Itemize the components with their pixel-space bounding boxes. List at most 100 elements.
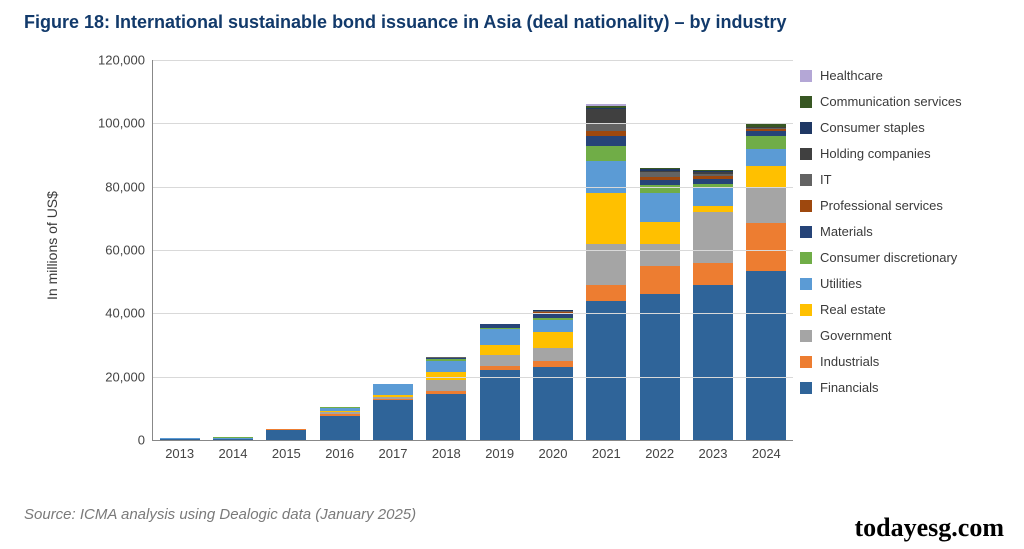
legend-label: Communication services [820, 94, 962, 109]
bar-segment-holding_companies [586, 109, 626, 123]
bar-segment-government [746, 188, 786, 223]
x-tick-label: 2021 [592, 440, 621, 461]
bar-segment-real_estate [480, 345, 520, 355]
bar-segment-financials [480, 370, 520, 440]
x-tick-label: 2014 [219, 440, 248, 461]
y-tick-label: 40,000 [85, 306, 153, 321]
x-tick-label: 2020 [539, 440, 568, 461]
legend-item-real_estate: Real estate [800, 302, 1000, 317]
legend-item-government: Government [800, 328, 1000, 343]
source-note: Source: ICMA analysis using Dealogic dat… [24, 506, 416, 523]
bar-segment-consumer_discretionary [586, 146, 626, 162]
legend-item-holding_companies: Holding companies [800, 146, 1000, 161]
legend-item-consumer_discretionary: Consumer discretionary [800, 250, 1000, 265]
bar-segment-financials [693, 285, 733, 440]
chart-plot-area: 020,00040,00060,00080,000100,000120,0002… [152, 60, 793, 441]
legend-label: Industrials [820, 354, 879, 369]
legend-swatch [800, 200, 812, 212]
grid-line [153, 250, 793, 251]
chart-container: In millions of US$ 020,00040,00060,00080… [40, 50, 1000, 480]
bar-segment-real_estate [586, 193, 626, 244]
legend-label: Financials [820, 380, 879, 395]
legend-label: Materials [820, 224, 873, 239]
bar-segment-industrials [586, 285, 626, 301]
y-tick-label: 60,000 [85, 243, 153, 258]
bar-group [533, 310, 573, 440]
bar-group [373, 384, 413, 440]
y-tick-label: 20,000 [85, 369, 153, 384]
bar-segment-materials [586, 136, 626, 146]
grid-line [153, 377, 793, 378]
legend-label: Professional services [820, 198, 943, 213]
legend-swatch [800, 148, 812, 160]
watermark: todayesg.com [855, 513, 1004, 543]
bar-segment-utilities [426, 361, 466, 372]
legend-swatch [800, 356, 812, 368]
legend-swatch [800, 330, 812, 342]
bar-group [480, 324, 520, 440]
bar-group [746, 123, 786, 440]
legend-label: Consumer discretionary [820, 250, 957, 265]
bar-segment-financials [266, 430, 306, 440]
bar-segment-utilities [533, 320, 573, 333]
legend-label: Real estate [820, 302, 886, 317]
legend-item-financials: Financials [800, 380, 1000, 395]
bar-segment-government [533, 348, 573, 361]
legend-swatch [800, 278, 812, 290]
x-tick-label: 2013 [165, 440, 194, 461]
x-tick-label: 2015 [272, 440, 301, 461]
legend-swatch [800, 122, 812, 134]
legend-item-it: IT [800, 172, 1000, 187]
bar-group [426, 357, 466, 440]
legend-item-healthcare: Healthcare [800, 68, 1000, 83]
bar-segment-financials [640, 294, 680, 440]
bar-segment-financials [746, 271, 786, 440]
x-tick-label: 2017 [379, 440, 408, 461]
legend-label: Government [820, 328, 892, 343]
legend: Healthcare Communication services Consumer… [800, 68, 1000, 406]
bar-segment-financials [373, 400, 413, 440]
bar-segment-government [426, 380, 466, 391]
grid-line [153, 313, 793, 314]
y-tick-label: 0 [85, 433, 153, 448]
y-tick-label: 120,000 [85, 53, 153, 68]
chart-title: Figure 18: International sustainable bon… [24, 12, 787, 33]
bar-segment-government [640, 244, 680, 266]
bar-segment-industrials [640, 266, 680, 295]
grid-line [153, 60, 793, 61]
legend-item-utilities: Utilities [800, 276, 1000, 291]
bar-segment-utilities [373, 384, 413, 395]
legend-item-materials: Materials [800, 224, 1000, 239]
bar-segment-financials [533, 367, 573, 440]
bar-group [640, 168, 680, 440]
bar-segment-financials [320, 416, 360, 440]
bar-segment-industrials [693, 263, 733, 285]
y-axis-label: In millions of US$ [44, 191, 60, 300]
bar-segment-utilities [480, 329, 520, 345]
x-tick-label: 2016 [325, 440, 354, 461]
legend-swatch [800, 382, 812, 394]
bar-group [320, 407, 360, 440]
bar-segment-industrials [746, 223, 786, 271]
bar-segment-financials [426, 394, 466, 440]
x-tick-label: 2019 [485, 440, 514, 461]
y-tick-label: 100,000 [85, 116, 153, 131]
legend-swatch [800, 70, 812, 82]
legend-swatch [800, 226, 812, 238]
bar-segment-utilities [586, 161, 626, 193]
legend-item-communication_services: Communication services [800, 94, 1000, 109]
bar-segment-utilities [693, 187, 733, 206]
x-tick-label: 2018 [432, 440, 461, 461]
legend-label: IT [820, 172, 832, 187]
bar-group [693, 170, 733, 440]
legend-swatch [800, 174, 812, 186]
legend-label: Healthcare [820, 68, 883, 83]
legend-item-consumer_staples: Consumer staples [800, 120, 1000, 135]
legend-label: Holding companies [820, 146, 931, 161]
bar-segment-it [586, 123, 626, 131]
legend-swatch [800, 252, 812, 264]
y-tick-label: 80,000 [85, 179, 153, 194]
bar-segment-consumer_discretionary [746, 136, 786, 149]
bar-segment-utilities [640, 193, 680, 222]
bar-segment-financials [586, 301, 626, 440]
